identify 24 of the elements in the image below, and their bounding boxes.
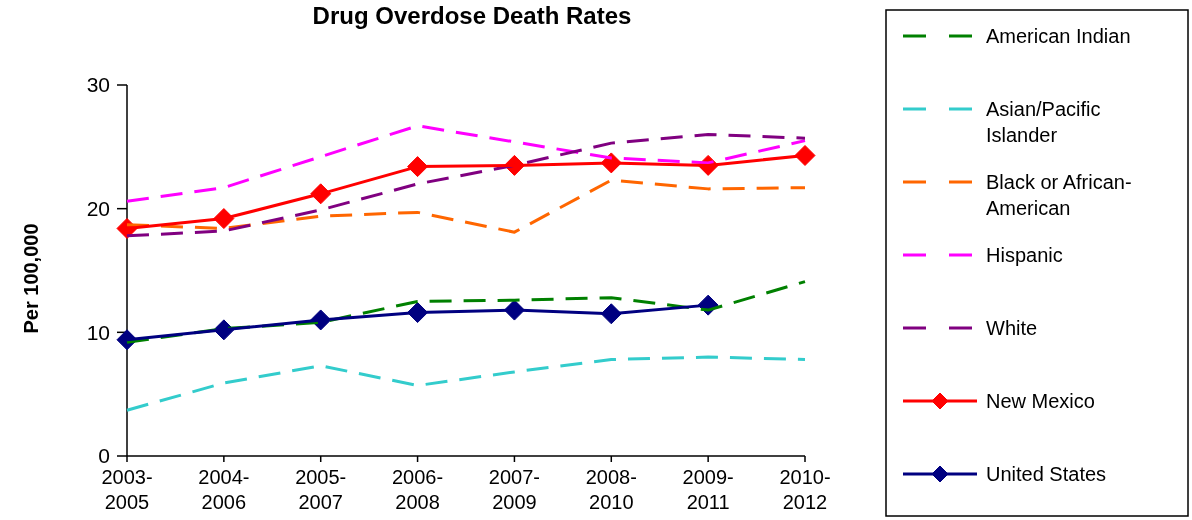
x-tick-label: 2009-2011 xyxy=(682,466,734,513)
y-tick-label: 20 xyxy=(86,197,110,221)
y-tick-label: 10 xyxy=(86,320,110,344)
x-tick-label: 2003-2005 xyxy=(101,466,153,513)
x-tick-label: 2007-2009 xyxy=(488,466,541,513)
y-tick-label: 30 xyxy=(86,73,110,97)
x-tick-label: 2004-2006 xyxy=(198,466,250,513)
x-tick-label: 2005-2007 xyxy=(295,466,347,513)
line-series xyxy=(125,355,807,412)
legend-label: Hispanic xyxy=(986,244,1063,266)
legend-label: United States xyxy=(986,463,1107,485)
legend-label: Asian/Pacific Islander xyxy=(986,98,1101,146)
line-series xyxy=(125,124,807,203)
legend-label: Black or African-American xyxy=(986,171,1132,219)
x-tick-label: 2010-2012 xyxy=(779,466,831,513)
x-tick-label: 2006-2008 xyxy=(391,466,444,513)
chart-title: Drug Overdose Death Rates xyxy=(312,2,632,29)
y-tick-label: 0 xyxy=(98,444,110,468)
legend-label: White xyxy=(986,317,1038,339)
legend-label: American Indian xyxy=(986,25,1131,47)
point xyxy=(794,144,816,166)
x-tick-label: 2008-2010 xyxy=(585,466,637,513)
legend-label: New Mexico xyxy=(986,390,1095,412)
y-axis-title: Per 100,000 xyxy=(20,223,42,334)
